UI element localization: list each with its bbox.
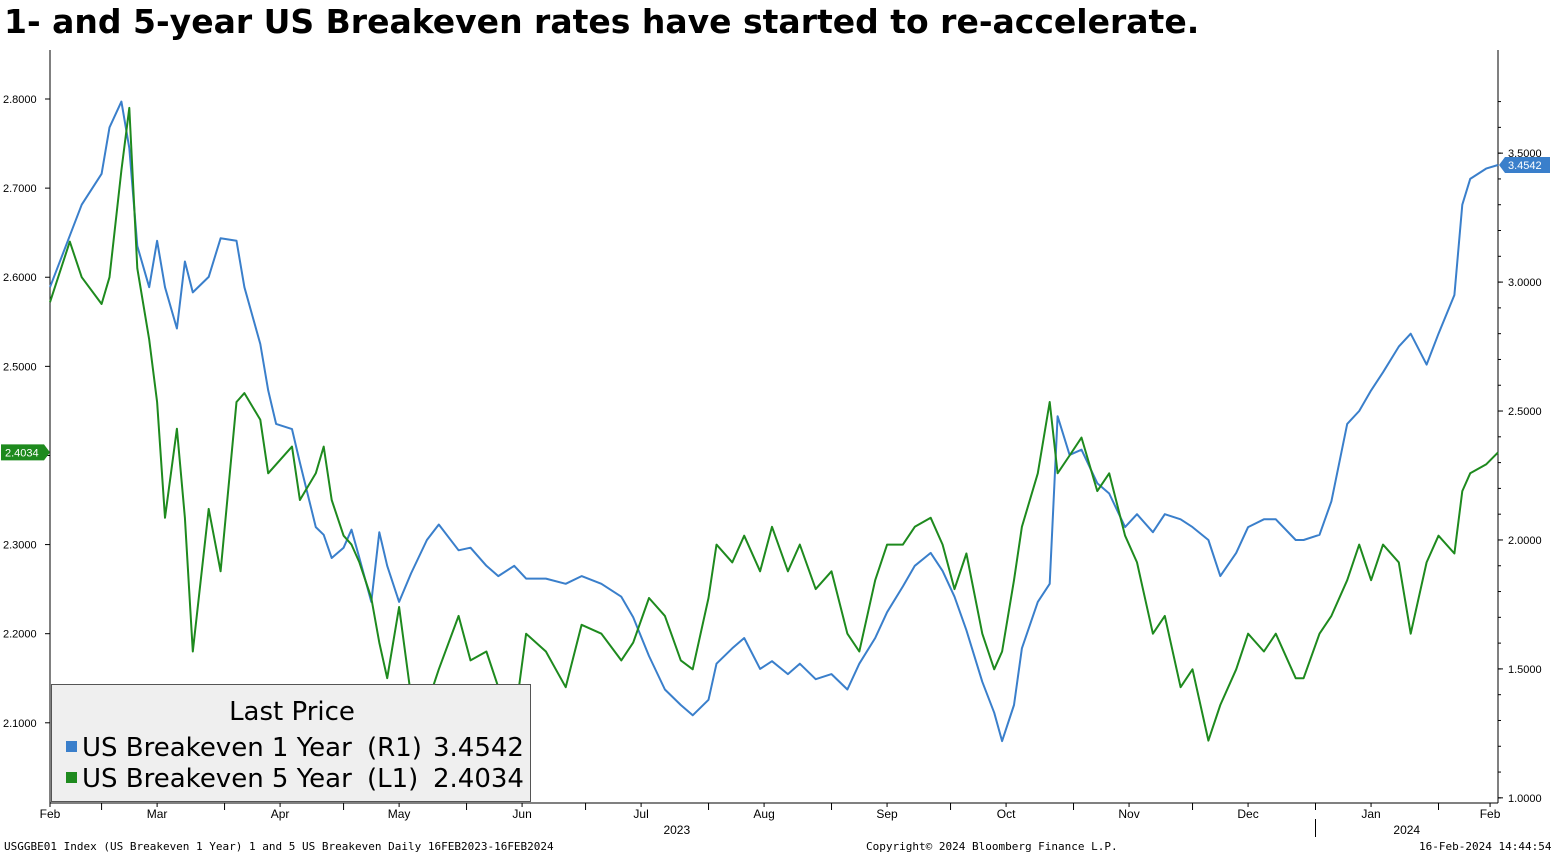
x-month-label: Apr: [271, 807, 290, 821]
x-year-label: 2024: [1393, 823, 1420, 837]
x-month-label: Dec: [1237, 807, 1258, 821]
chart-title: 1- and 5-year US Breakeven rates have st…: [4, 2, 1200, 41]
footer-copyright: Copyright© 2024 Bloomberg Finance L.P.: [866, 840, 1118, 853]
legend-item-1y: US Breakeven 1 Year (R1) 3.4542: [66, 733, 524, 763]
left-last-price-label: 2.4034: [5, 447, 39, 459]
left-tick-label: 2.5000: [3, 361, 37, 373]
x-month-label: Aug: [753, 807, 774, 821]
right-last-price-badge: [1499, 156, 1550, 173]
left-tick-label: 2.3000: [3, 540, 37, 552]
left-tick-label: 2.7000: [3, 183, 37, 195]
x-year-label: 2023: [663, 823, 690, 837]
series-lines: [49, 100, 1499, 743]
left-tick-label: 2.8000: [3, 94, 37, 106]
x-month-label: Jul: [633, 807, 648, 821]
legend-title: Last Price: [229, 697, 355, 727]
x-month-label: Jun: [512, 807, 531, 821]
x-month-label: Feb: [1480, 807, 1501, 821]
left-tick-label: 2.1000: [3, 718, 37, 730]
right-tick-label: 2.0000: [1508, 535, 1542, 547]
x-month-label: Sep: [876, 807, 898, 821]
legend-value-1y: 3.4542: [433, 733, 524, 763]
right-last-price-label: 3.4542: [1508, 160, 1542, 172]
axes: 2.10002.20002.30002.40002.50002.60002.70…: [3, 50, 1542, 837]
x-month-label: May: [388, 807, 411, 821]
x-month-label: Nov: [1118, 807, 1139, 821]
right-tick-label: 3.0000: [1508, 277, 1542, 289]
legend-swatch-1y: [66, 741, 77, 752]
footer-source: USGGBE01 Index (US Breakeven 1 Year) 1 a…: [4, 840, 554, 853]
right-tick-label: 1.0000: [1508, 793, 1542, 805]
right-tick-label: 2.5000: [1508, 406, 1542, 418]
last-price-badges: 2.4034 3.4542: [1, 156, 1550, 461]
legend-axis-5y: (L1): [367, 764, 419, 794]
legend-box: Last Price US Breakeven 1 Year (R1) 3.4542…: [51, 684, 531, 802]
legend-swatch-5y: [66, 772, 77, 783]
legend-axis-1y: (R1): [367, 733, 422, 763]
left-tick-label: 2.6000: [3, 272, 37, 284]
legend-name-5y: US Breakeven 5 Year: [82, 764, 352, 794]
series-line-5y: [49, 106, 1499, 742]
left-last-price-badge: [1, 444, 50, 461]
x-month-label: Jan: [1361, 807, 1380, 821]
legend-item-5y: US Breakeven 5 Year (L1) 2.4034: [66, 764, 524, 794]
series-line-1y: [49, 100, 1499, 743]
legend-name-1y: US Breakeven 1 Year: [82, 733, 352, 763]
footer-timestamp: 16-Feb-2024 14:44:54: [1419, 840, 1551, 853]
legend-value-5y: 2.4034: [433, 764, 524, 794]
right-tick-label: 1.5000: [1508, 664, 1542, 676]
x-month-label: Mar: [147, 807, 168, 821]
x-month-label: Oct: [997, 807, 1016, 821]
left-tick-label: 2.2000: [3, 629, 37, 641]
x-month-label: Feb: [40, 807, 61, 821]
